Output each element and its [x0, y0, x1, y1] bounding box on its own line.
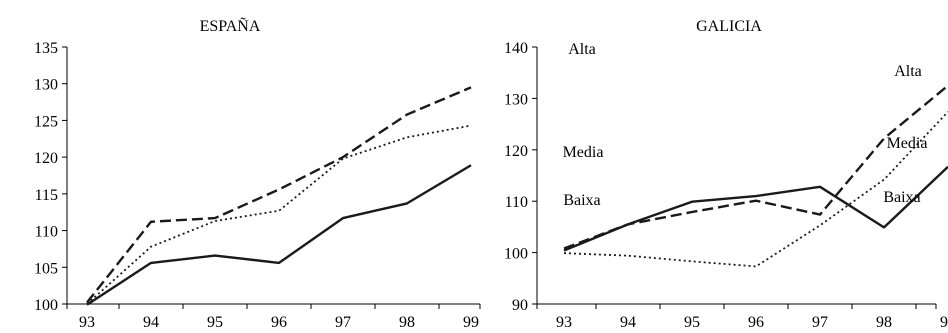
series-label-galicia-media: Media: [887, 135, 928, 152]
series-line-galicia-alta: [563, 84, 948, 250]
y-tick-label-galicia-140: 140: [504, 40, 528, 57]
y-tick-label-galicia-130: 130: [504, 91, 528, 108]
y-tick-label-espana-105: 105: [34, 260, 58, 277]
series-label-espana-baixa: Baixa: [563, 192, 600, 209]
x-tick-label-galicia-96: 96: [748, 314, 764, 331]
y-tick-label-espana-135: 135: [34, 40, 58, 57]
y-tick-label-galicia-90: 90: [512, 297, 528, 314]
y-tick-label-galicia-110: 110: [505, 194, 528, 211]
x-tick-label-galicia-99: 99: [940, 314, 948, 331]
x-tick-label-galicia-93: 93: [556, 314, 572, 331]
y-tick-label-espana-130: 130: [34, 77, 58, 94]
x-tick-label-galicia-97: 97: [812, 314, 828, 331]
x-tick-label-galicia-98: 98: [876, 314, 892, 331]
x-tick-label-espana-97: 97: [335, 314, 351, 331]
y-tick-label-espana-115: 115: [35, 187, 58, 204]
x-tick-label-espana-99: 99: [463, 314, 479, 331]
y-tick-label-espana-125: 125: [34, 113, 58, 130]
series-label-espana-media: Media: [563, 144, 604, 161]
series-label-galicia-alta: Alta: [894, 63, 922, 80]
series-line-galicia-baixa: [563, 165, 948, 252]
y-tick-label-espana-110: 110: [35, 224, 58, 241]
x-tick-label-espana-96: 96: [271, 314, 287, 331]
series-line-espana-alta: [86, 86, 472, 304]
series-line-espana-media: [86, 124, 472, 305]
y-tick-label-espana-120: 120: [34, 150, 58, 167]
x-tick-label-espana-98: 98: [399, 314, 415, 331]
x-tick-label-galicia-94: 94: [620, 314, 636, 331]
x-tick-label-espana-95: 95: [207, 314, 223, 331]
series-line-espana-baixa: [86, 164, 472, 306]
x-tick-label-galicia-95: 95: [684, 314, 700, 331]
y-tick-label-galicia-100: 100: [504, 246, 528, 263]
x-tick-label-espana-93: 93: [79, 314, 95, 331]
x-tick-label-espana-94: 94: [143, 314, 159, 331]
series-label-espana-alta: Alta: [568, 41, 596, 58]
y-tick-label-galicia-120: 120: [504, 143, 528, 160]
series-label-galicia-baixa: Baixa: [883, 189, 920, 206]
chart-title-espana: ESPAÑA: [200, 17, 261, 35]
chart-title-galicia: GALICIA: [696, 18, 762, 35]
y-tick-label-espana-100: 100: [34, 297, 58, 314]
